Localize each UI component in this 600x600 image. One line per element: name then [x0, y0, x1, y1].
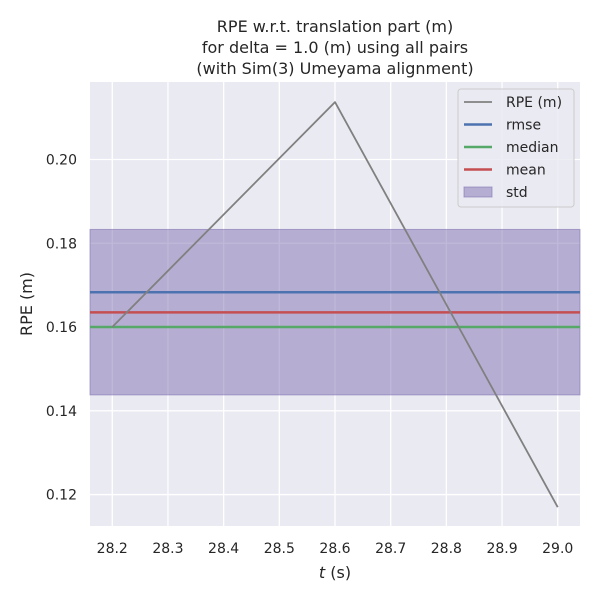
series — [111, 101, 559, 508]
y-tick-label: 0.18 — [46, 236, 77, 252]
legend-label: std — [506, 185, 528, 201]
y-tick-label: 0.20 — [46, 152, 77, 168]
legend-label: rmse — [506, 118, 541, 134]
x-tick-label: 28.2 — [97, 541, 128, 557]
x-tick-label: 28.6 — [319, 541, 350, 557]
x-tick-label: 28.5 — [264, 541, 295, 557]
y-tick-label: 0.12 — [46, 488, 77, 504]
y-tick-label: 0.14 — [46, 404, 77, 420]
legend: RPE (m) rmse median mean std — [457, 88, 575, 208]
legend-label: RPE (m) — [506, 95, 562, 111]
series-line-rpe — [111, 101, 559, 508]
chart-title-line-3: (with Sim(3) Umeyama alignment) — [196, 59, 473, 78]
chart-title-line-2: for delta = 1.0 (m) using all pairs — [202, 38, 468, 57]
x-tick-label: 28.9 — [486, 541, 517, 557]
legend-label: median — [506, 140, 558, 156]
x-axis-label-symbol: t — [319, 563, 326, 582]
legend-box — [457, 88, 575, 208]
x-axis-label-unit: (s) — [325, 563, 351, 582]
legend-label: mean — [506, 163, 546, 179]
legend-swatch — [463, 186, 493, 198]
y-axis-label: RPE (m) — [17, 272, 36, 336]
stat-lines — [90, 291, 580, 329]
x-tick-label: 28.4 — [208, 541, 239, 557]
x-tick-label: 28.8 — [431, 541, 462, 557]
x-tick-label: 28.7 — [375, 541, 406, 557]
x-tick-labels: 28.2 28.3 28.4 28.5 28.6 28.7 28.8 28.9 29.0 — [97, 541, 574, 557]
x-tick-label: 28.3 — [152, 541, 183, 557]
y-tick-label: 0.16 — [46, 320, 77, 336]
x-axis-label: t (s) — [319, 563, 351, 582]
y-tick-labels: 0.12 0.14 0.16 0.18 0.20 — [46, 152, 77, 503]
chart-title-line-1: RPE w.r.t. translation part (m) — [217, 17, 453, 36]
x-tick-label: 29.0 — [542, 541, 573, 557]
